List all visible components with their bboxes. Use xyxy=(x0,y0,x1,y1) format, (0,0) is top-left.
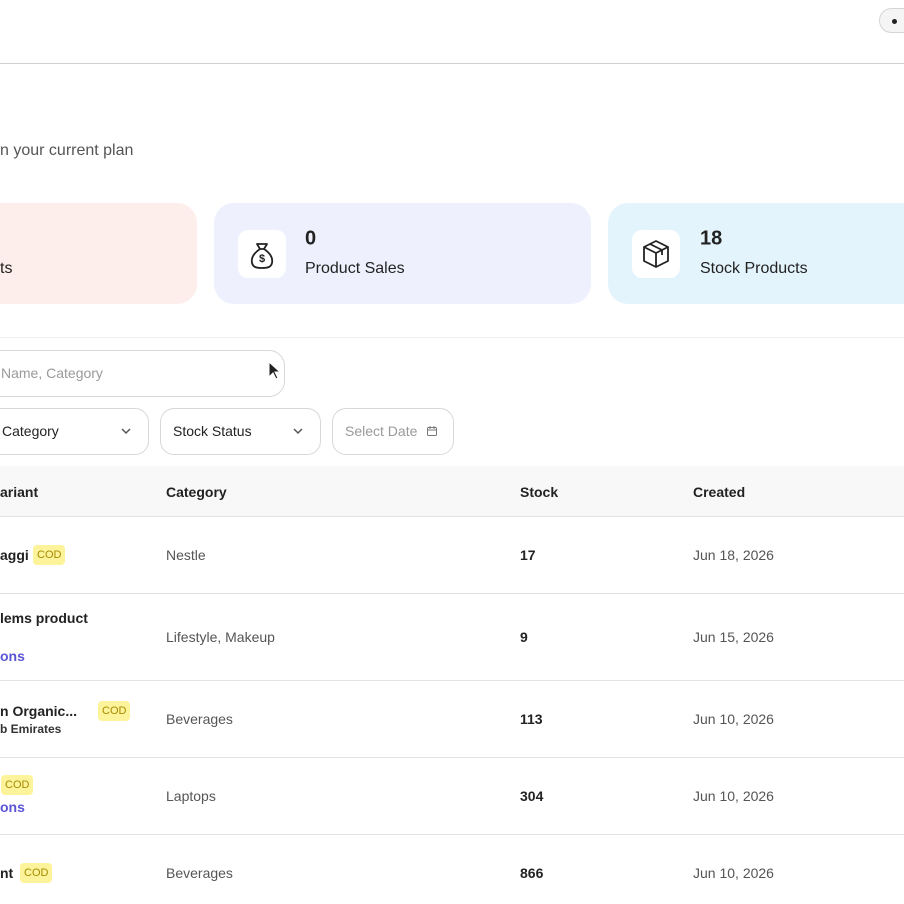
divider xyxy=(0,337,904,338)
stock: 866 xyxy=(520,865,544,881)
user-pill[interactable] xyxy=(879,8,904,33)
select-label: Stock Status xyxy=(173,423,252,439)
box-icon xyxy=(643,240,669,268)
cod-badge: COD xyxy=(20,863,53,883)
product-name: n Organic... xyxy=(0,703,78,719)
chevron xyxy=(293,428,303,435)
cod-badge: COD xyxy=(33,545,66,565)
row-divider xyxy=(0,757,904,758)
date-picker[interactable]: Select Date xyxy=(332,408,454,455)
dot xyxy=(892,19,897,24)
category-select[interactable]: Category xyxy=(0,408,149,455)
calendar-icon xyxy=(427,426,437,436)
created: Jun 18, 2026 xyxy=(693,547,774,563)
row-divider xyxy=(0,834,904,835)
variations-link[interactable]: ons xyxy=(0,799,25,815)
column-header: Created xyxy=(693,484,746,500)
cod-badge: COD xyxy=(1,775,34,795)
chevron xyxy=(121,428,131,435)
created: Jun 15, 2026 xyxy=(693,629,774,645)
stat-card: $ 0 Product Sales xyxy=(214,203,591,304)
row-divider xyxy=(0,516,904,517)
column-header: Stock xyxy=(520,484,559,500)
top-bar xyxy=(0,0,904,64)
product-name: nt xyxy=(0,865,14,881)
icon xyxy=(632,230,680,278)
search-input[interactable]: Name, Category xyxy=(0,350,285,397)
created: Jun 10, 2026 xyxy=(693,788,774,804)
row-divider xyxy=(0,680,904,681)
icon: $ xyxy=(238,230,286,278)
stat-label: Stock Products xyxy=(700,260,808,277)
stock: 304 xyxy=(520,788,544,804)
table-header: ariant Category Stock Created xyxy=(0,466,904,516)
stat-label: Product Sales xyxy=(305,260,405,277)
svg-text:$: $ xyxy=(259,253,265,265)
stock-select[interactable]: Stock Status xyxy=(160,408,321,455)
search-placeholder: Name, Category xyxy=(1,365,103,381)
stock: 17 xyxy=(520,547,536,563)
variations-link[interactable]: ons xyxy=(0,648,25,664)
product-name: aggi xyxy=(0,547,29,563)
select-label: Category xyxy=(2,423,59,439)
money-bag-icon: $ xyxy=(250,243,274,269)
cod-badge: COD xyxy=(98,701,131,721)
stat-value: 0 xyxy=(305,227,317,250)
stock: 113 xyxy=(520,711,543,727)
stat-label: ts xyxy=(0,260,13,277)
category: Laptops xyxy=(166,788,216,804)
category: Beverages xyxy=(166,865,233,881)
category: Nestle xyxy=(166,547,206,563)
stat-card: 18 Stock Products xyxy=(608,203,904,304)
category: Lifestyle, Makeup xyxy=(166,629,275,645)
created: Jun 10, 2026 xyxy=(693,865,774,881)
stock: 9 xyxy=(520,629,528,645)
subtitle: n your current plan xyxy=(0,142,134,159)
stat-card: ts xyxy=(0,203,197,304)
product-origin: b Emirates xyxy=(0,722,62,736)
column-header: ariant xyxy=(0,484,39,500)
stat-value: 18 xyxy=(700,227,723,250)
date-placeholder: Select Date xyxy=(345,423,418,439)
category: Beverages xyxy=(166,711,233,727)
cursor xyxy=(268,361,282,380)
product-name: lems product xyxy=(0,610,88,626)
column-header: Category xyxy=(166,484,227,500)
created: Jun 10, 2026 xyxy=(693,711,774,727)
row-divider xyxy=(0,593,904,594)
